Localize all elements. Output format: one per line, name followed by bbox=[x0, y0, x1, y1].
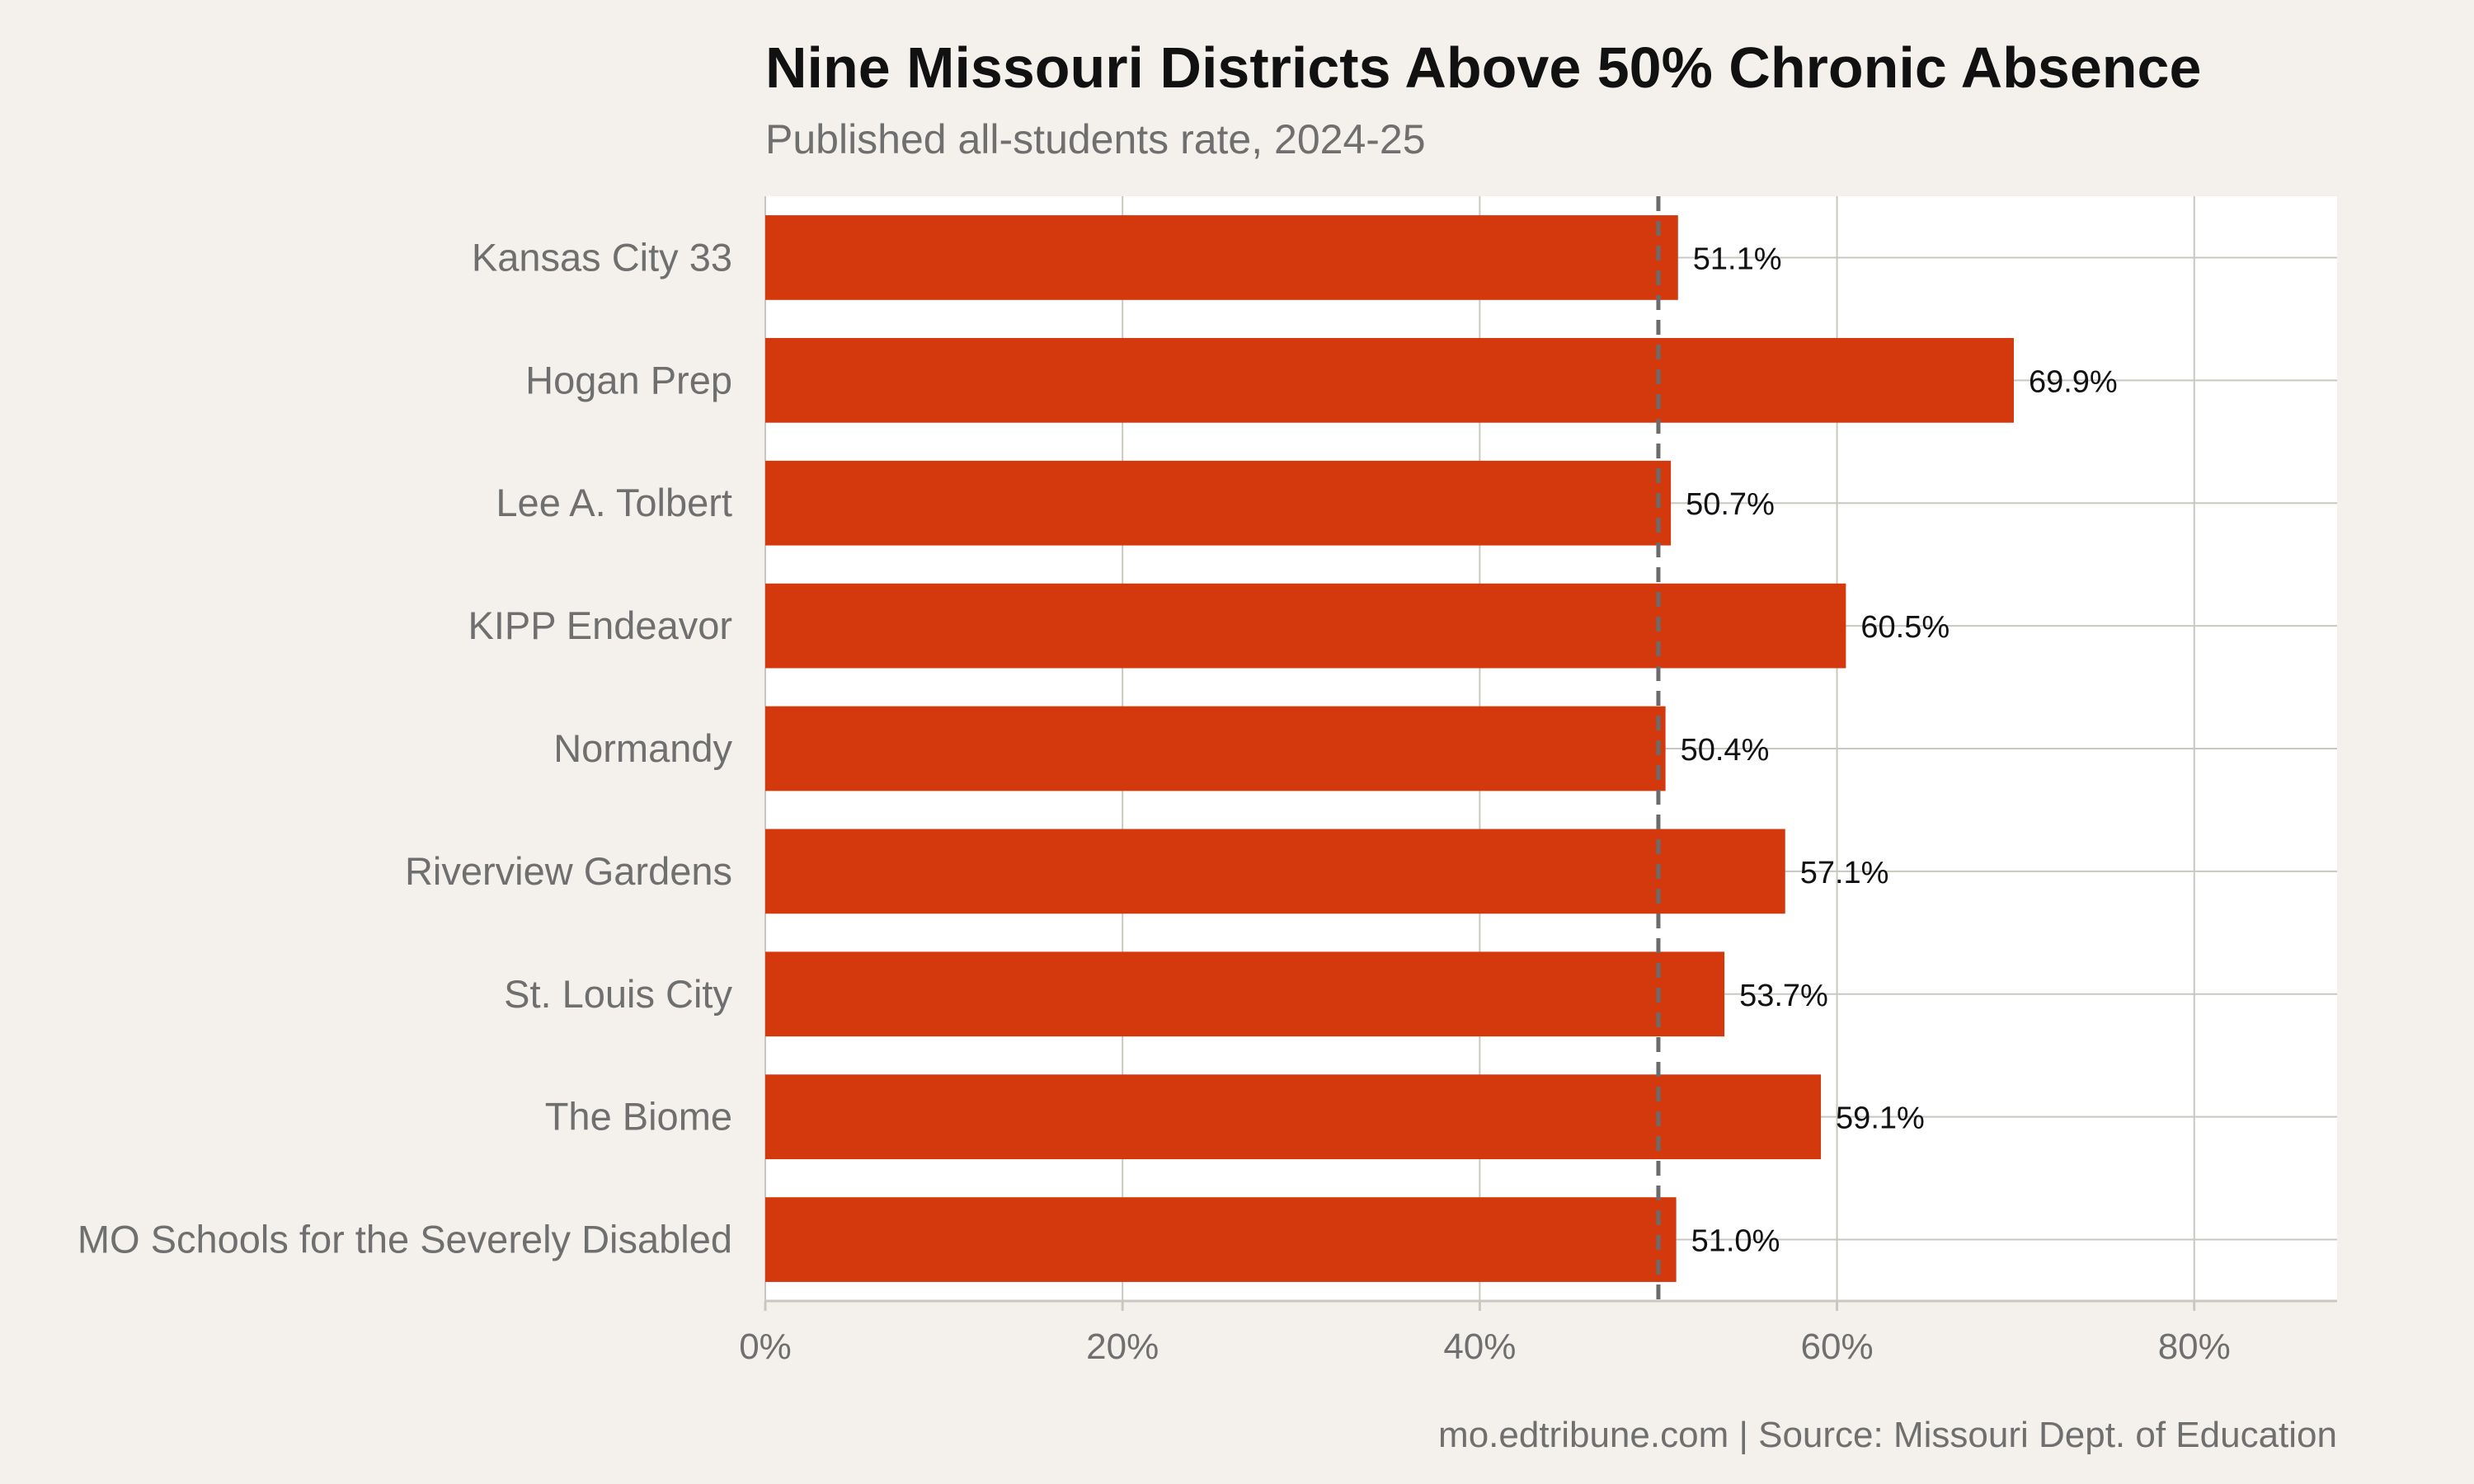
bar bbox=[765, 706, 1666, 791]
source-footer: mo.edtribune.com | Source: Missouri Dept… bbox=[1438, 1415, 2337, 1455]
chart-subtitle: Published all-students rate, 2024-25 bbox=[765, 116, 1426, 162]
category-label: MO Schools for the Severely Disabled bbox=[78, 1218, 732, 1261]
bar bbox=[765, 337, 2014, 423]
chart-title: Nine Missouri Districts Above 50% Chroni… bbox=[765, 35, 2202, 100]
bar bbox=[765, 1197, 1677, 1282]
category-label: Hogan Prep bbox=[525, 358, 732, 402]
data-label: 51.1% bbox=[1693, 242, 1782, 276]
x-tick-label: 60% bbox=[1801, 1327, 1874, 1367]
x-tick-label: 80% bbox=[2158, 1327, 2231, 1367]
category-label: Kansas City 33 bbox=[472, 235, 732, 279]
data-label: 53.7% bbox=[1739, 979, 1828, 1013]
category-label: KIPP Endeavor bbox=[468, 603, 732, 647]
data-label: 59.1% bbox=[1836, 1101, 1925, 1136]
bar bbox=[765, 829, 1785, 914]
category-label: Normandy bbox=[553, 726, 732, 770]
bar bbox=[765, 951, 1725, 1037]
x-tick-label: 20% bbox=[1086, 1327, 1159, 1367]
data-label: 50.7% bbox=[1686, 487, 1775, 522]
bar bbox=[765, 460, 1672, 546]
data-label: 69.9% bbox=[2029, 364, 2118, 399]
x-tick-label: 0% bbox=[739, 1327, 792, 1367]
category-label: Lee A. Tolbert bbox=[496, 481, 732, 524]
data-label: 50.4% bbox=[1681, 733, 1770, 768]
data-label: 57.1% bbox=[1800, 856, 1889, 890]
x-tick-label: 40% bbox=[1443, 1327, 1516, 1367]
category-label: St. Louis City bbox=[504, 972, 732, 1016]
bar bbox=[765, 583, 1846, 669]
bar bbox=[765, 1074, 1822, 1160]
category-label: The Biome bbox=[545, 1095, 732, 1139]
category-label: Riverview Gardens bbox=[405, 849, 732, 893]
bar bbox=[765, 215, 1678, 300]
data-label: 51.0% bbox=[1691, 1224, 1780, 1259]
data-label: 60.5% bbox=[1860, 610, 1950, 645]
